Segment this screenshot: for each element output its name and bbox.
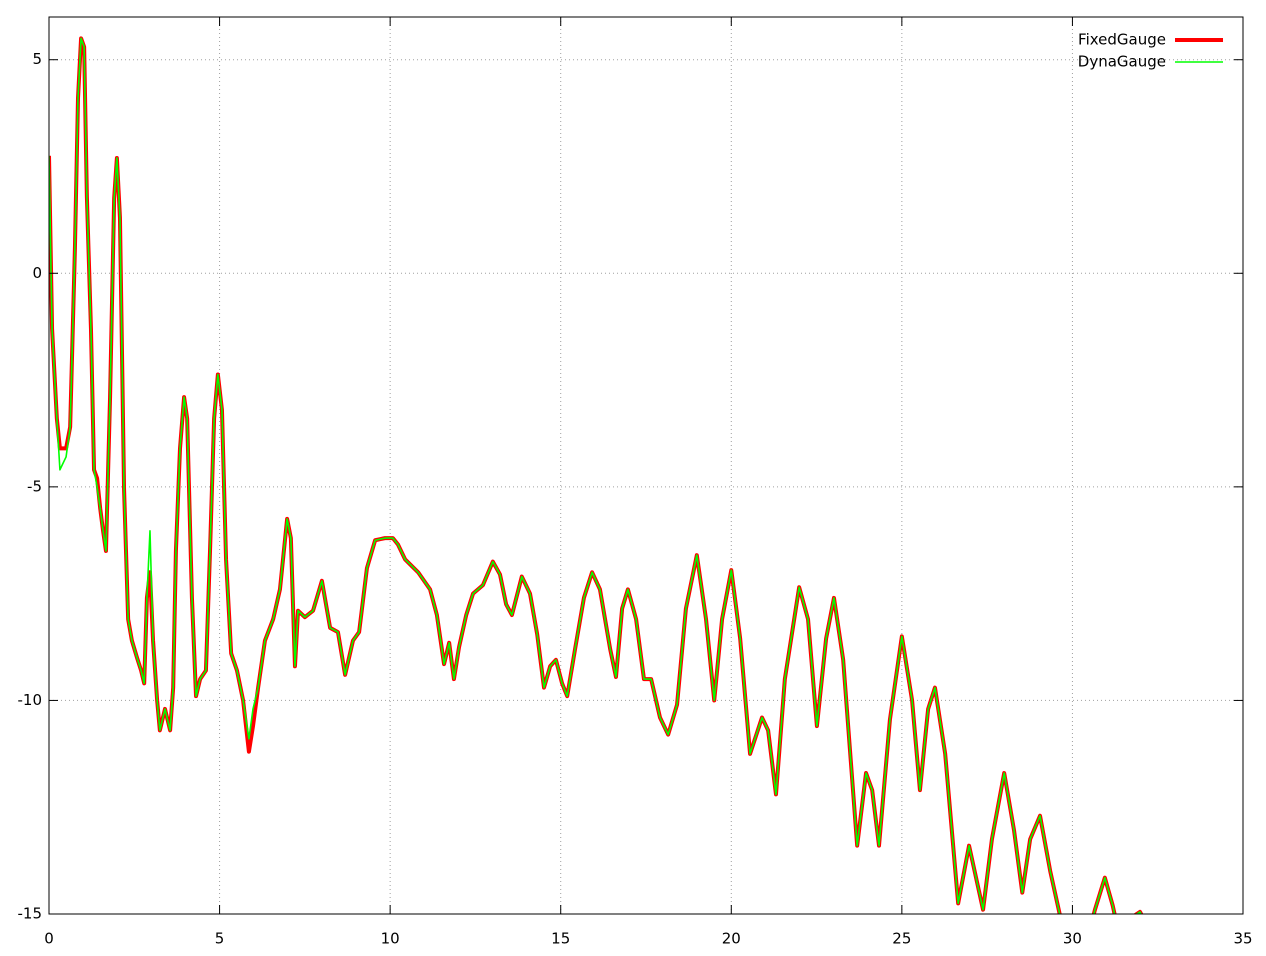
x-tick-label: 5 bbox=[215, 930, 225, 948]
x-tick-label: 25 bbox=[892, 930, 911, 948]
y-tick-label: 5 bbox=[32, 50, 42, 68]
series-line bbox=[49, 37, 1143, 914]
y-tick-label: -10 bbox=[18, 691, 43, 709]
legend-label: DynaGauge bbox=[1078, 53, 1166, 71]
x-tick-label: 10 bbox=[381, 930, 400, 948]
x-tick-label: 20 bbox=[722, 930, 741, 948]
legend: FixedGauge DynaGauge bbox=[1078, 31, 1223, 71]
y-tick-label: -5 bbox=[27, 477, 42, 495]
y-tick-label: 0 bbox=[32, 264, 42, 282]
x-tick-label: 0 bbox=[44, 930, 54, 948]
series-line bbox=[49, 36, 1144, 914]
x-tick-label: 15 bbox=[551, 930, 570, 948]
legend-label: FixedGauge bbox=[1078, 31, 1166, 49]
plot-frame bbox=[48, 16, 1244, 915]
x-tick-label: 35 bbox=[1233, 930, 1252, 948]
grid bbox=[48, 17, 1244, 915]
y-tick-label: -15 bbox=[18, 905, 43, 923]
x-tick-label: 30 bbox=[1063, 930, 1082, 948]
plot-area bbox=[49, 36, 1144, 914]
